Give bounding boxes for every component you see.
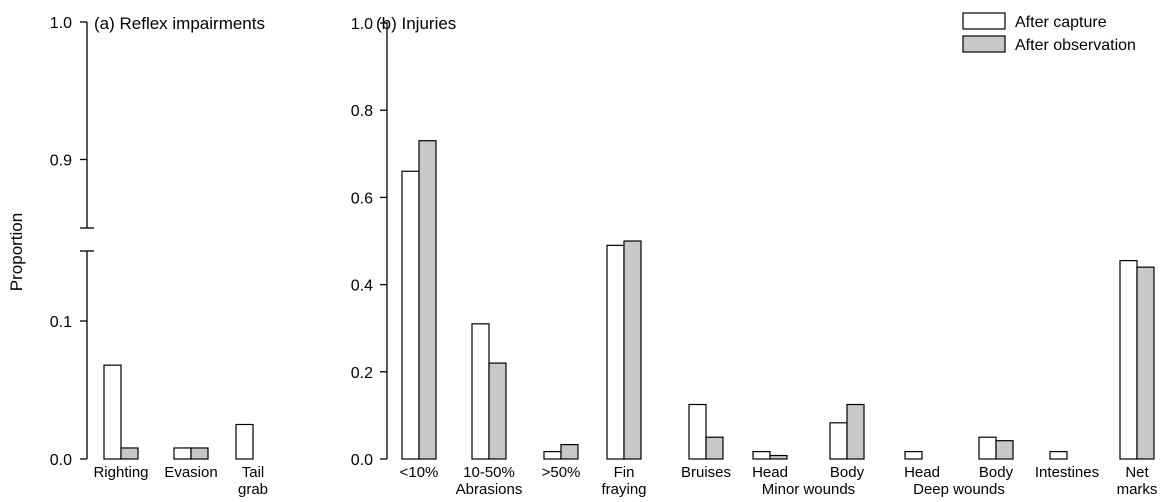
panel-a-y-ticks: 0.0 0.1 0.9 1.0 [50, 15, 87, 469]
panel-b-y-tick-label: 0.2 [351, 365, 373, 382]
legend-swatch-after-observation [962, 35, 1006, 53]
panel-a-x-tick-label: grab [238, 481, 268, 498]
panel-b-group-label: Abrasions [456, 481, 523, 498]
panel-a-y-tick-label: 1.0 [50, 15, 72, 32]
legend-label-after-capture: After capture [1015, 14, 1107, 31]
panel-b-x-tick-label: Net [1125, 464, 1149, 481]
panel-b-group-label: Minor wounds [762, 481, 855, 498]
panel-a-title: (a) Reflex impairments [94, 14, 265, 33]
panel-b-group-label: Deep wounds [913, 481, 1005, 498]
panel-b-y-tick-label: 0.8 [351, 103, 373, 120]
panel-b-group-labels: Abrasions Minor wounds Deep wounds [456, 481, 1005, 498]
panel-a: (a) Reflex impairments Proportion 0.0 0.1… [7, 14, 268, 498]
panel-a-y-tick-label: 0.9 [50, 153, 72, 170]
panel-b-y-tick-label: 0.6 [351, 190, 373, 207]
panel-b-bar-after-observation [1136, 266, 1155, 460]
panel-b-bar-after-capture [904, 450, 923, 460]
panel-a-y-tick-label: 0.1 [50, 314, 72, 331]
panel-b-bar-after-capture [1119, 260, 1138, 460]
panel-b-bar-after-capture [606, 244, 625, 460]
panel-b-bars [401, 140, 1155, 460]
panel-b-bar-after-observation [769, 454, 788, 460]
panel-b-x-tick-label: >50% [542, 464, 581, 481]
panel-b-bar-after-observation [623, 240, 642, 460]
panel-a-x-tick-label: Tail [242, 464, 265, 481]
panel-a-bar-after-capture [103, 364, 122, 460]
panel-b-bar-after-capture [688, 403, 707, 460]
panel-b-bar-after-observation [488, 362, 507, 460]
panel-b-x-tick-label: Head [904, 464, 940, 481]
panel-a-x-tick-label: Righting [93, 464, 148, 481]
panel-b-x-tick-label: 10-50% [463, 464, 515, 481]
y-axis-label: Proportion [7, 213, 26, 291]
panel-b-bar-after-capture [401, 170, 420, 460]
panel-b-bar-after-observation [705, 436, 724, 460]
panel-b-bar-after-capture [752, 450, 771, 460]
panel-b-y-ticks: 0.0 0.2 0.4 0.6 0.8 1.0 [351, 16, 387, 469]
panel-b-y-tick-label: 0.4 [351, 278, 373, 295]
panel-b-x-tick-label: Fin [614, 464, 635, 481]
panel-a-bar-after-capture [173, 447, 192, 460]
panel-b-bar-after-capture [1049, 450, 1068, 460]
legend: After capture After observation [962, 12, 1136, 54]
panel-a-bar-after-observation [120, 447, 139, 460]
panel-b: (b) Injuries 0.0 0.2 0.4 0.6 0.8 1.0 <10% 10-5… [351, 14, 1158, 498]
panel-a-y-tick-label: 0.0 [50, 452, 72, 469]
panel-a-x-tick-label: Evasion [164, 464, 217, 481]
panel-b-bar-after-capture [543, 450, 562, 460]
panel-b-y-tick-label: 1.0 [351, 16, 373, 33]
panel-b-y-tick-label: 0.0 [351, 452, 373, 469]
panel-b-x-tick-label: marks [1117, 481, 1158, 498]
panel-a-bar-after-capture [235, 423, 254, 460]
panel-a-bar-after-observation [190, 447, 209, 460]
panel-b-x-tick-label: Bruises [681, 464, 731, 481]
panel-b-x-tick-label: <10% [400, 464, 439, 481]
panel-b-title: (b) Injuries [376, 14, 456, 33]
panel-b-bar-after-observation [995, 440, 1014, 460]
panel-b-x-tick-label: fraying [601, 481, 646, 498]
panel-b-x-tick-label: Head [752, 464, 788, 481]
panel-b-bar-after-observation [846, 403, 865, 460]
panel-b-bar-after-observation [418, 140, 437, 460]
panel-b-bar-after-capture [471, 323, 490, 460]
panel-a-bars [103, 364, 254, 460]
legend-label-after-observation: After observation [1015, 37, 1136, 54]
legend-swatch-after-capture [962, 12, 1006, 30]
panel-b-x-tick-label: Body [830, 464, 865, 481]
panel-b-x-tick-label: Intestines [1035, 464, 1099, 481]
panel-b-bar-after-capture [978, 436, 997, 460]
panel-b-x-tick-label: Body [979, 464, 1014, 481]
panel-b-bar-after-observation [560, 444, 579, 460]
panel-b-bar-after-capture [829, 422, 848, 460]
